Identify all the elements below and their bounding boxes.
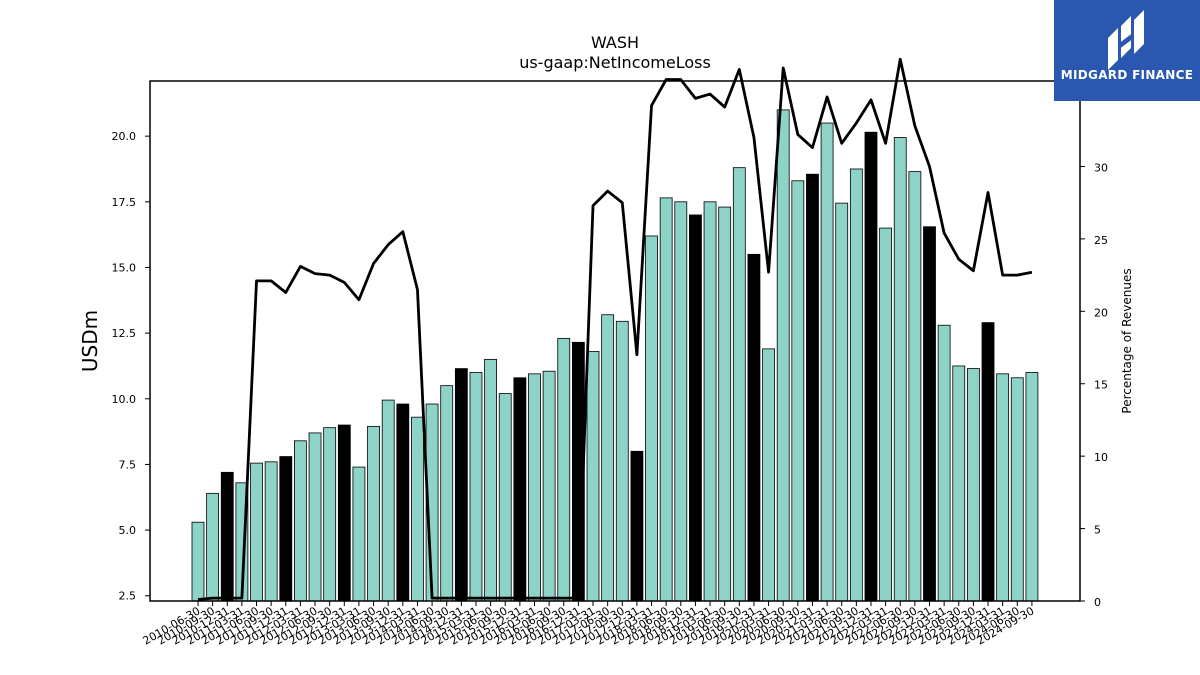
bar: [279, 456, 293, 602]
bar: [454, 368, 468, 602]
bar: [923, 226, 936, 602]
y2-tick-label: 25: [1094, 234, 1108, 247]
bar: [1010, 377, 1024, 602]
bar: [250, 462, 263, 602]
right-y-axis: 05101520253035: [1080, 89, 1108, 609]
bar: [791, 180, 805, 602]
bar: [879, 227, 893, 602]
bar: [703, 201, 717, 602]
y-tick-label: 7.5: [119, 458, 137, 471]
bar: [586, 351, 600, 602]
bar: [689, 214, 702, 602]
y2-tick-label: 0: [1094, 596, 1101, 609]
chart-title: WASH: [591, 33, 639, 52]
y-tick-label: 2.5: [119, 590, 137, 603]
bar: [484, 358, 498, 602]
bar: [440, 385, 454, 602]
y2-tick-label: 15: [1094, 379, 1108, 392]
x-axis: 2010-06-302010-09-302010-12-312011-03-31…: [141, 601, 1036, 648]
bar: [294, 440, 307, 602]
y2-tick-label: 10: [1094, 451, 1108, 464]
y-tick-label: 20.0: [112, 130, 137, 143]
bar: [952, 365, 966, 602]
bar: [937, 324, 951, 602]
y-tick-label: 12.5: [112, 327, 137, 340]
left-y-axis: 2.5 5.0 7.5 10.0 12.5 15.0 17.5 20.0: [112, 130, 150, 603]
bar: [835, 202, 849, 602]
brand-logo: MIDGARD FINANCE: [1054, 0, 1200, 101]
bar: [411, 416, 424, 602]
bar: [776, 109, 790, 602]
plot-frame: [149, 80, 1081, 602]
bar: [601, 314, 615, 602]
bar: [966, 368, 980, 602]
bar: [630, 450, 644, 602]
y-tick-label: 5.0: [119, 524, 137, 537]
bar: [762, 348, 775, 602]
bar: [381, 399, 395, 602]
y-tick-label: 17.5: [112, 196, 137, 209]
bar: [659, 197, 673, 602]
bar: [220, 471, 234, 602]
bar: [469, 372, 483, 602]
bar: [528, 373, 541, 602]
bar: [367, 425, 380, 602]
bar: [908, 171, 922, 602]
bar: [396, 403, 410, 602]
y-tick-label: 15.0: [112, 261, 137, 274]
bar: [206, 492, 220, 602]
bar: [323, 427, 337, 602]
bar: [806, 173, 819, 602]
bar: [996, 373, 1010, 602]
bar: [864, 131, 878, 602]
y2-tick-label: 30: [1094, 161, 1108, 174]
bar: [513, 377, 527, 602]
y-tick-label: 10.0: [112, 393, 137, 406]
bar: [674, 201, 688, 602]
bar: [893, 137, 907, 602]
bar: [308, 432, 322, 602]
bar: [191, 521, 205, 602]
bar: [264, 461, 278, 602]
bar: [498, 393, 512, 602]
bar: [557, 337, 571, 602]
bar: [645, 235, 658, 602]
bar: [542, 370, 556, 602]
bar: [820, 122, 834, 602]
brand-name: MIDGARD FINANCE: [1060, 68, 1194, 82]
bar: [849, 168, 863, 602]
y2-tick-label: 20: [1094, 306, 1108, 319]
bar: [747, 253, 761, 602]
y-axis-label-left: USDm: [78, 310, 102, 372]
chart-subtitle: us-gaap:NetIncomeLoss: [519, 53, 711, 72]
bar: [718, 206, 732, 602]
bar: [352, 466, 366, 602]
bar: [732, 167, 746, 602]
percentage-line: [197, 57, 1033, 601]
bar: [1025, 372, 1039, 602]
bar: [615, 320, 629, 602]
bar: [337, 424, 351, 602]
y-axis-label-right: Percentage of Revenues: [1120, 268, 1134, 413]
y2-tick-label: 5: [1094, 524, 1101, 537]
bar-series: [191, 109, 1039, 602]
bar: [981, 322, 995, 602]
midgard-logo-icon: [1108, 10, 1144, 70]
